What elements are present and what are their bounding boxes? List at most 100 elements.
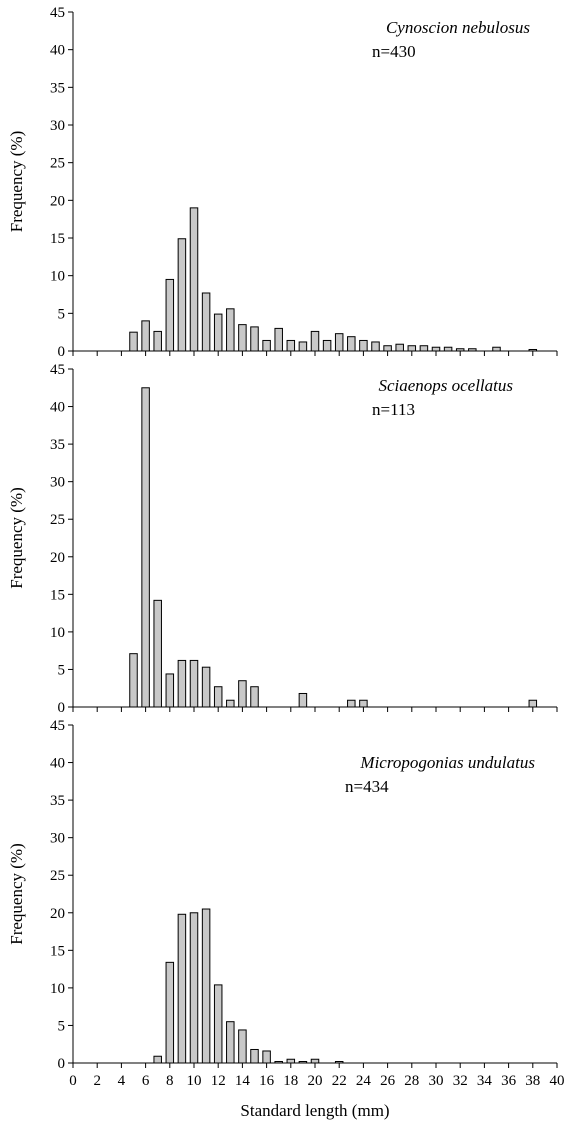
x-tick-label: 30 [429,1073,444,1089]
bar-13mm [226,308,235,352]
bar-6mm [141,320,150,352]
y-tick-label: 20 [50,906,65,922]
x-tick-label: 10 [187,1073,202,1089]
bar-22mm [334,1060,344,1064]
y-tick-label: 30 [50,118,65,134]
y-tick-label: 5 [58,306,66,322]
y-tick-label: 10 [50,625,65,641]
y-tick-label: 0 [58,344,66,360]
bar-24mm [359,339,368,352]
x-tick-label: 34 [477,1073,493,1089]
bar-14mm [238,1029,247,1064]
bar-38mm [528,699,538,708]
bar-9mm [177,238,187,352]
x-tick-label: 18 [283,1073,298,1089]
bar-17mm [274,327,283,352]
bar-32mm [455,348,465,352]
bar-25mm [371,341,380,352]
x-tick-label: 4 [118,1073,126,1089]
bar-11mm [201,908,211,1064]
bar-29mm [419,345,429,352]
bar-17mm [274,1060,283,1064]
y-tick-label: 15 [50,587,65,603]
y-tick-label: 45 [50,718,65,734]
bar-14mm [238,680,247,708]
bar-23mm [347,336,356,352]
x-tick-label: 6 [142,1073,150,1089]
bar-30mm [431,346,441,352]
bar-19mm [298,341,308,352]
bar-10mm [189,207,199,352]
x-tick-label: 14 [235,1073,251,1089]
bar-13mm [226,699,235,708]
bar-5mm [129,653,138,708]
y-tick-label: 25 [50,512,65,528]
bar-8mm [165,278,175,352]
bar-16mm [262,339,271,352]
bar-18mm [286,1058,296,1064]
x-axis-title: Standard length (mm) [240,1101,389,1120]
sample-size-label: n=430 [372,42,416,61]
y-tick-label: 10 [50,981,65,997]
bar-10mm [189,912,199,1064]
bar-33mm [468,348,477,352]
x-tick-label: 0 [69,1073,77,1089]
y-tick-label: 25 [50,868,65,884]
bar-9mm [177,913,187,1064]
x-tick-label: 12 [211,1073,226,1089]
bar-20mm [310,330,320,352]
bar-27mm [395,343,404,352]
species-title: Micropogonias undulatus [359,753,535,772]
bar-7mm [153,1055,162,1064]
bar-11mm [201,666,211,708]
bar-14mm [238,324,247,352]
y-axis-title: Frequency (%) [7,843,26,945]
sample-size-label: n=434 [345,777,389,796]
bar-21mm [322,339,332,352]
x-tick-label: 22 [332,1073,347,1089]
bar-7mm [153,599,162,708]
bar-12mm [213,984,223,1064]
y-tick-label: 45 [50,5,65,21]
y-tick-label: 10 [50,269,65,285]
bar-8mm [165,673,175,708]
bar-7mm [153,330,162,352]
x-tick-label: 16 [259,1073,275,1089]
y-tick-label: 20 [50,550,65,566]
bar-28mm [407,345,417,352]
y-tick-label: 30 [50,475,65,491]
x-tick-label: 20 [308,1073,323,1089]
x-tick-label: 38 [525,1073,540,1089]
x-tick-label: 36 [501,1073,517,1089]
sample-size-label: n=113 [372,400,415,419]
bar-22mm [334,333,344,352]
bar-38mm [528,348,538,352]
y-tick-label: 40 [50,400,65,416]
bar-12mm [213,686,223,708]
bar-6mm [141,387,150,708]
bar-5mm [129,331,138,352]
y-tick-label: 45 [50,362,65,378]
y-tick-label: 0 [58,700,66,716]
bar-13mm [226,1021,235,1064]
species-title: Cynoscion nebulosus [386,18,530,37]
bar-15mm [250,686,259,708]
y-tick-label: 15 [50,943,65,959]
bar-24mm [359,699,368,708]
bar-12mm [213,313,223,352]
bar-10mm [189,659,199,708]
x-tick-label: 2 [93,1073,101,1089]
x-tick-label: 32 [453,1073,468,1089]
bar-11mm [201,292,211,352]
bar-16mm [262,1050,271,1064]
bar-19mm [298,1060,308,1064]
bar-26mm [383,345,392,352]
bar-35mm [492,346,501,352]
y-axis-title: Frequency (%) [7,131,26,233]
bar-9mm [177,659,187,708]
y-tick-label: 30 [50,831,65,847]
bar-8mm [165,961,175,1064]
x-tick-label: 26 [380,1073,396,1089]
x-tick-label: 28 [404,1073,419,1089]
